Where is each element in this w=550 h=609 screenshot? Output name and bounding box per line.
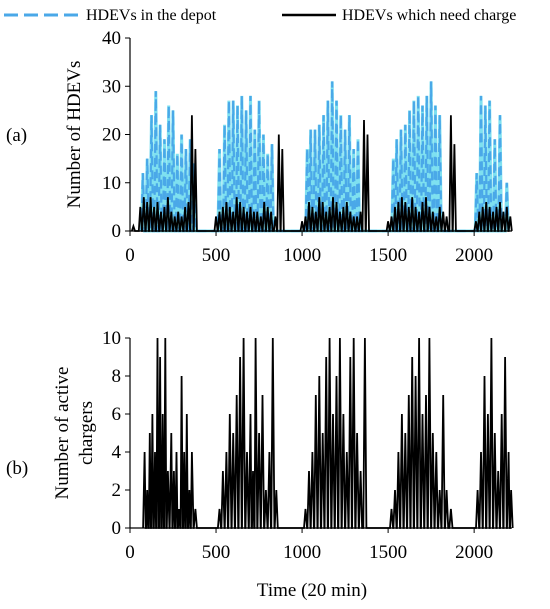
panel-label-a: (a) (6, 125, 27, 146)
x-tick-label: 0 (125, 245, 135, 266)
y-tick-label: 8 (112, 366, 122, 387)
panel-b-plot: 0 2 4 6 8 10 0 500 1000 1500 2000 Number of active c… (52, 328, 514, 563)
legend-label-depot: HDEVs in the depot (86, 7, 217, 24)
y-tick-label: 2 (112, 480, 122, 501)
chart-legend: HDEVs in the depot HDEVs which need char… (4, 7, 516, 24)
x-tick-label: 1500 (369, 245, 407, 266)
x-tick-label: 0 (125, 542, 135, 563)
x-tick-label: 2000 (455, 245, 493, 266)
x-tick-label: 500 (202, 245, 231, 266)
y-tick-label: 0 (112, 518, 122, 539)
y-tick-label: 10 (102, 173, 121, 194)
y-tick-label: 10 (102, 328, 121, 349)
panel-label-b: (b) (6, 458, 28, 479)
y-axis-title: Number of HDEVs (64, 61, 85, 209)
series-depot-line (140, 81, 510, 233)
x-tick-label: 2000 (455, 542, 493, 563)
y-tick-label: 6 (112, 404, 122, 425)
y-tick-label: 20 (102, 125, 121, 146)
y-tick-label: 30 (102, 76, 121, 97)
panel-a-plot: 0 10 20 30 40 0 500 1000 1500 2000 Number of HDEVs (64, 28, 513, 266)
x-tick-label: 1500 (369, 542, 407, 563)
series-active-chargers-line (142, 337, 514, 529)
y-tick-label: 0 (112, 221, 122, 242)
x-tick-label: 1000 (283, 542, 321, 563)
x-tick-label: 1000 (283, 245, 321, 266)
y-axis-title-line-1: Number of active (52, 367, 73, 500)
y-axis-title-line-2: chargers (76, 401, 97, 465)
x-axis-title: Time (20 min) (257, 580, 367, 601)
x-tick-label: 500 (202, 542, 231, 563)
legend-label-need-charge: HDEVs which need charge (342, 7, 516, 24)
y-tick-label: 4 (112, 442, 122, 463)
y-tick-label: 40 (102, 28, 121, 49)
